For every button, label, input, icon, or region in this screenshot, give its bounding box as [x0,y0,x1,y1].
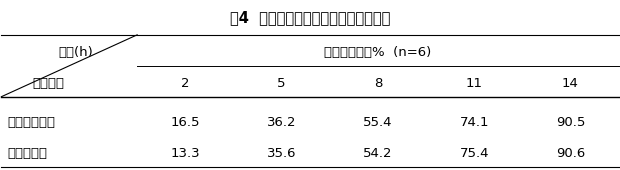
Text: 时间(h): 时间(h) [58,46,93,59]
Text: 90.6: 90.6 [556,147,585,160]
Text: 包外薄膜衣: 包外薄膜衣 [7,147,48,160]
Text: 表4  外薄膜包衣对释放度影响的的研究: 表4 外薄膜包衣对释放度影响的的研究 [230,10,390,25]
Text: 11: 11 [466,77,483,90]
Text: 未包外薄膜衣: 未包外薄膜衣 [7,116,56,129]
Text: 75.4: 75.4 [459,147,489,160]
Text: 55.4: 55.4 [363,116,392,129]
Text: 平均释放度，%  (n=6): 平均释放度，% (n=6) [324,46,432,59]
Text: 13.3: 13.3 [170,147,200,160]
Text: 2: 2 [181,77,190,90]
Text: 35.6: 35.6 [267,147,296,160]
Text: 8: 8 [374,77,382,90]
Text: 样品名称: 样品名称 [32,77,64,90]
Text: 16.5: 16.5 [170,116,200,129]
Text: 14: 14 [562,77,579,90]
Text: 54.2: 54.2 [363,147,392,160]
Text: 5: 5 [277,77,286,90]
Text: 74.1: 74.1 [459,116,489,129]
Text: 90.5: 90.5 [556,116,585,129]
Text: 36.2: 36.2 [267,116,296,129]
